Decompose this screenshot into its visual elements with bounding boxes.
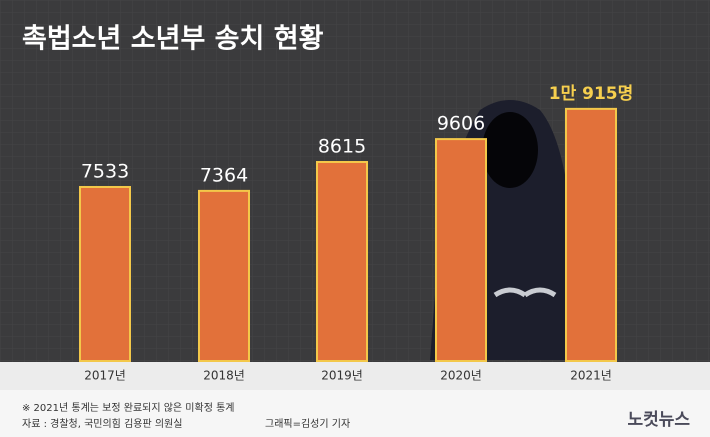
bar [435, 138, 487, 362]
hood-face [482, 112, 538, 188]
chart-title: 촉법소년 소년부 송치 현황 [22, 24, 324, 55]
value-label: 9606 [437, 113, 485, 135]
credit: 그래픽=김성기 기자 [265, 418, 350, 430]
axis-band [0, 362, 710, 390]
source: 자료 : 경찰청, 국민의힘 김용판 의원실 [22, 417, 182, 430]
footer-band [0, 390, 710, 437]
x-tick-label: 2017년 [84, 369, 126, 383]
value-label: 8615 [318, 135, 366, 157]
bar [316, 160, 368, 362]
x-tick-label: 2021년 [570, 369, 612, 383]
bar [79, 185, 131, 362]
value-label: 1만 915명 [549, 84, 634, 104]
bar [198, 189, 250, 362]
bar [565, 107, 617, 363]
value-label: 7533 [81, 160, 129, 182]
x-tick-label: 2019년 [321, 369, 363, 383]
logo: 노컷뉴스 [627, 410, 690, 430]
x-tick-label: 2020년 [440, 369, 482, 383]
value-label: 7364 [200, 164, 248, 186]
note: ※ 2021년 통계는 보정 완료되지 않은 미확정 통계 [22, 402, 234, 414]
x-tick-label: 2018년 [203, 369, 245, 383]
handcuffs [493, 287, 557, 298]
